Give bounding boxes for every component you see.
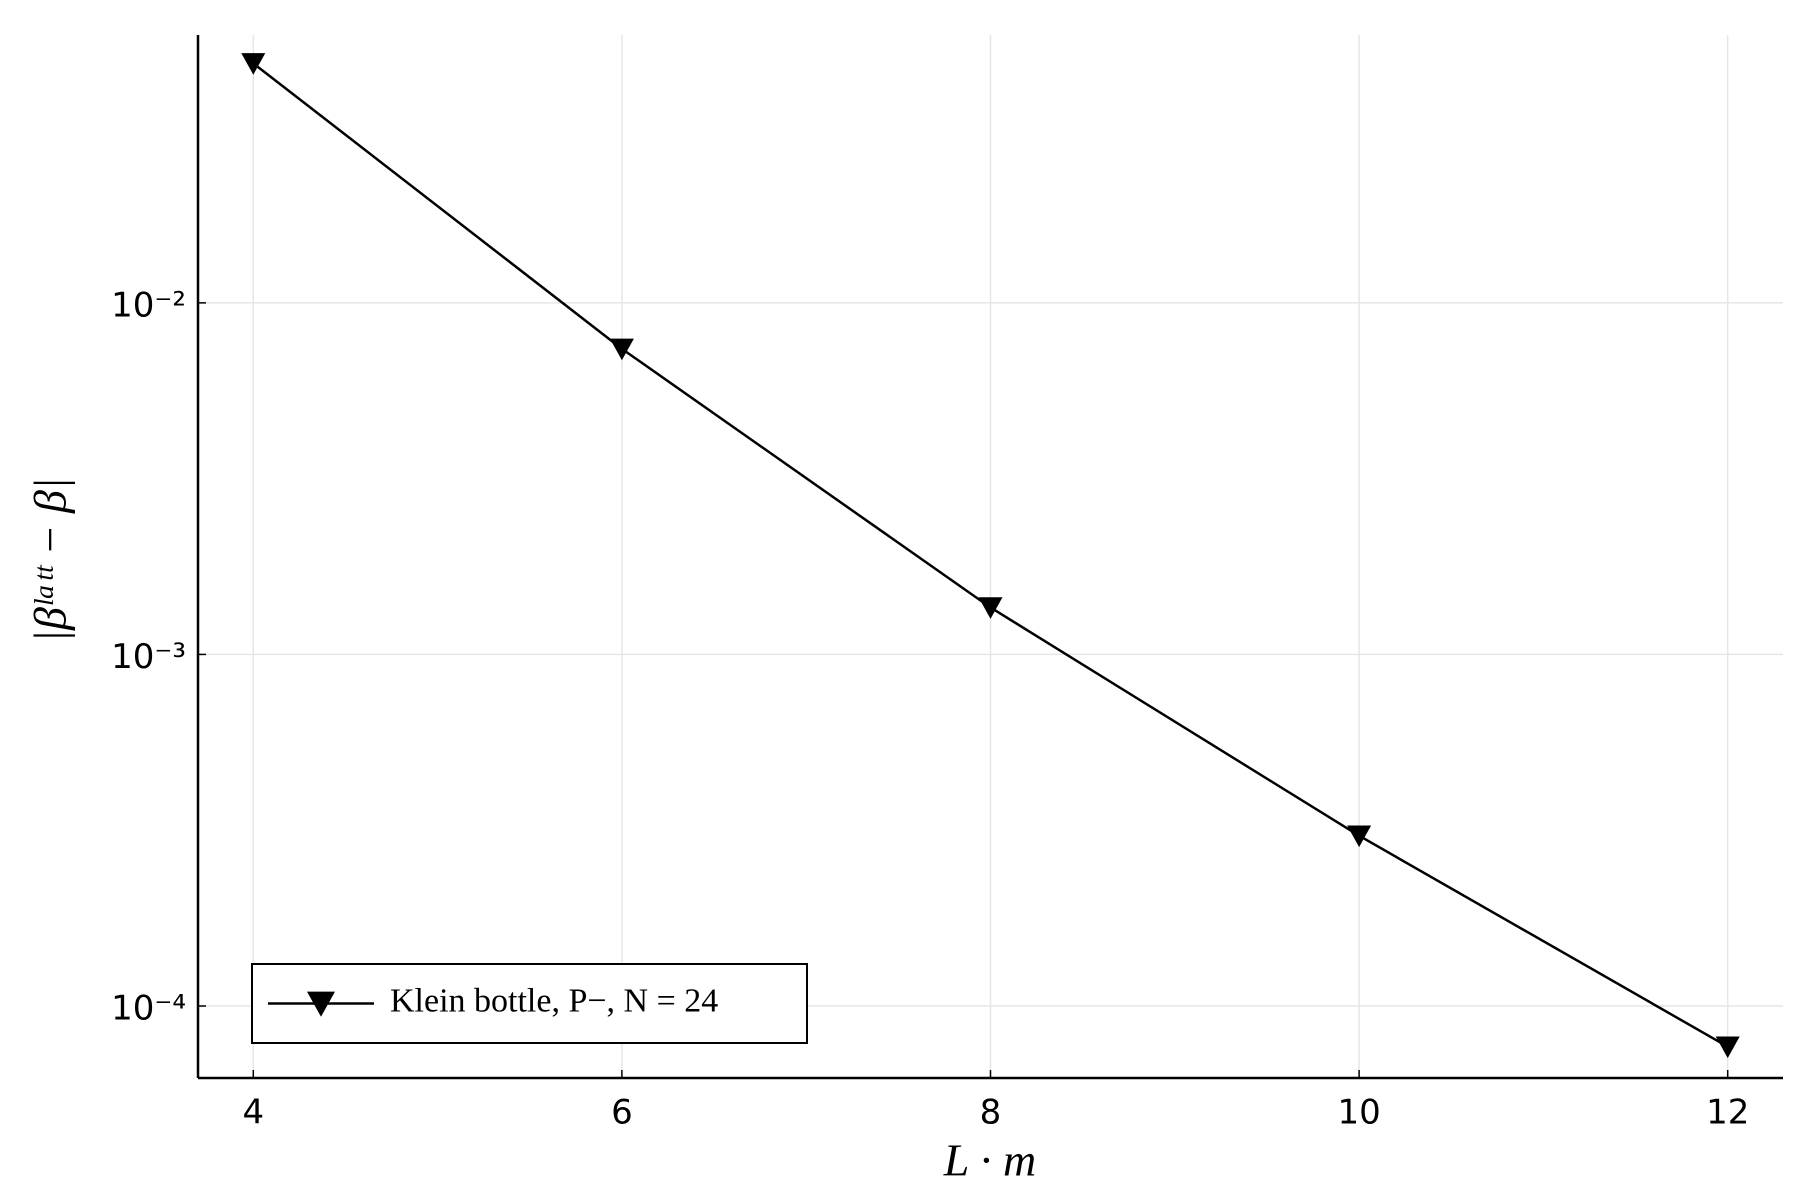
y-tick-label: 10⁻² xyxy=(111,285,186,325)
x-tick-label: 12 xyxy=(1706,1093,1749,1133)
data-marker xyxy=(978,597,1003,619)
y-axis-label: |βˡᵃᵗᵗ − β| xyxy=(25,477,76,642)
y-tick-label: 10⁻³ xyxy=(111,637,186,677)
data-marker xyxy=(1347,825,1372,848)
data-marker xyxy=(1715,1036,1740,1059)
x-tick-label: 8 xyxy=(980,1093,1002,1133)
legend-label: Klein bottle, P−, N = 24 xyxy=(390,982,718,1019)
data-marker xyxy=(609,338,634,361)
x-tick-label: 4 xyxy=(242,1093,264,1133)
x-axis-label: L · m xyxy=(943,1135,1036,1186)
x-tick-label: 10 xyxy=(1337,1093,1380,1133)
y-tick-label: 10⁻⁴ xyxy=(111,988,186,1028)
data-marker xyxy=(241,53,266,75)
legend-marker xyxy=(307,991,335,1017)
x-tick-label: 6 xyxy=(611,1093,633,1133)
